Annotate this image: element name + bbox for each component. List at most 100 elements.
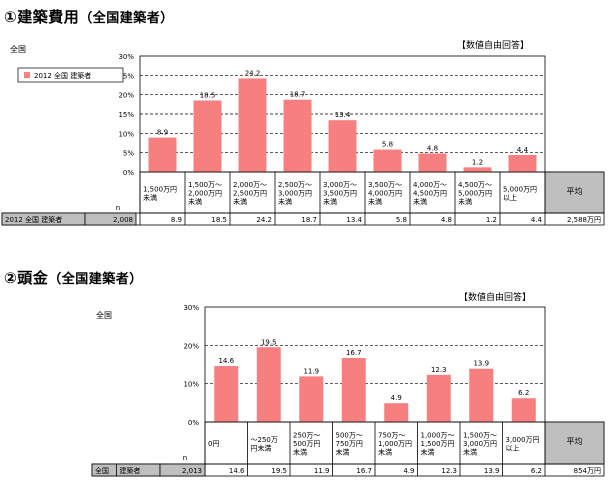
section2-title-sub: （全国建築者） bbox=[48, 272, 143, 287]
chart2-n-cell bbox=[159, 463, 206, 477]
section1-region-label: 全国 bbox=[10, 45, 26, 54]
chart1-value-label: 18.5 bbox=[200, 91, 216, 99]
chart1-bar bbox=[373, 149, 402, 172]
chart2-row-label-2: 建築者 bbox=[119, 466, 140, 475]
chart1-legend-label: 2012 全国 建築者 bbox=[34, 71, 91, 80]
chart2-category-label: 750万～ 1,000万円未満 bbox=[378, 432, 412, 457]
chart1-row-value: 4.4 bbox=[531, 216, 543, 224]
chart1-category-label: 2,000万～ 2,500万円未満 bbox=[233, 181, 267, 206]
section2-note: 【数値自由回答】 bbox=[459, 293, 532, 303]
chart2-bar bbox=[214, 366, 239, 422]
chart2-row-value: 6.2 bbox=[531, 467, 542, 475]
section1-title-main: ①建築費用 bbox=[4, 8, 80, 26]
chart1-bar bbox=[193, 100, 222, 172]
chart2-category-label: 500万～ 750万円未満 bbox=[336, 432, 363, 457]
chart1-n-value: 2,008 bbox=[113, 216, 133, 224]
chart1-legend-box bbox=[17, 67, 124, 83]
chart2-row-value: 11.9 bbox=[314, 467, 330, 475]
section2-title-main: ②頭金 bbox=[4, 269, 49, 287]
chart2-row-value: 19.5 bbox=[271, 467, 287, 475]
chart1-ytick-label: 20% bbox=[118, 92, 134, 100]
chart1-n-cell bbox=[84, 212, 137, 226]
chart2-category-label: 1,000万～ 1,500万円未満 bbox=[421, 432, 455, 457]
chart1-row-value: 1.2 bbox=[486, 216, 497, 224]
chart1-value-label: 5.8 bbox=[382, 141, 393, 149]
chart2-category-label: 250万～ 500万円未満 bbox=[293, 432, 320, 457]
chart2-row-value: 4.9 bbox=[403, 467, 414, 475]
chart2-plot-frame bbox=[204, 306, 546, 423]
chart1-bar bbox=[418, 153, 447, 172]
chart1-category-label: 5,000万円以上 bbox=[503, 185, 537, 202]
chart1-row-value: 5.8 bbox=[396, 216, 407, 224]
chart2-value-label: 14.6 bbox=[218, 357, 234, 365]
chart2-category-label: ～250万円未満 bbox=[251, 436, 278, 453]
chart2-bar bbox=[511, 398, 536, 422]
chart2-value-label: 16.7 bbox=[346, 349, 362, 357]
chart1-ytick-label: 25% bbox=[118, 72, 134, 80]
chart1-ytick-label: 30% bbox=[118, 53, 134, 61]
chart1-value-label: 4.8 bbox=[427, 144, 438, 152]
chart1-bar bbox=[508, 154, 537, 172]
section1-title-sub: （全国建築者） bbox=[79, 11, 174, 26]
chart2-avg-header: 平均 bbox=[567, 436, 583, 446]
section2-title: ②頭金（全国建築者） bbox=[4, 267, 143, 288]
chart1-category-label: 2,500万～ 3,000万円未満 bbox=[278, 181, 312, 206]
chart1-category-label: 4,000万～ 4,500万円未満 bbox=[413, 181, 447, 206]
section2-region-label: 全国 bbox=[96, 311, 112, 320]
chart1-row-value: 8.9 bbox=[171, 216, 182, 224]
chart2-bar bbox=[469, 368, 494, 422]
chart1-row-value: 18.7 bbox=[301, 216, 317, 224]
chart1-row-label: 2012 全国 建築者 bbox=[5, 215, 62, 224]
chart1-ytick-label: 0% bbox=[123, 169, 134, 177]
chart2-ytick-label: 30% bbox=[183, 304, 199, 312]
chart1-value-label: 13.4 bbox=[335, 111, 351, 119]
chart1-category-label: 3,500万～ 4,000万円未満 bbox=[368, 181, 402, 206]
chart1-value-label: 8.9 bbox=[157, 129, 168, 137]
chart2-ytick-label: 10% bbox=[183, 381, 199, 389]
chart1-bar bbox=[148, 137, 177, 172]
chart2-row-value: 16.7 bbox=[356, 467, 372, 475]
chart1-category-label: 1,500万円未満 bbox=[143, 185, 177, 202]
chart2-avg-value: 854万円 bbox=[574, 467, 601, 475]
chart1-category-label: 1,500万～ 2,000万円未満 bbox=[188, 181, 222, 206]
chart1-ytick-label: 10% bbox=[118, 130, 134, 138]
chart1-ytick-label: 5% bbox=[123, 150, 134, 158]
chart1-avg-header: 平均 bbox=[567, 186, 583, 196]
chart2-bar bbox=[426, 374, 451, 422]
chart1-category-label: 3,000万～ 3,500万円未満 bbox=[323, 181, 357, 206]
chart2-value-label: 12.3 bbox=[431, 366, 447, 374]
chart2-bar bbox=[384, 403, 409, 422]
chart2-value-label: 19.5 bbox=[261, 338, 277, 346]
chart2-bar bbox=[256, 347, 281, 422]
chart1-value-label: 24.2 bbox=[245, 69, 261, 77]
chart2-row-value: 14.6 bbox=[229, 467, 245, 475]
section1-title: ①建築費用（全国建築者） bbox=[4, 6, 174, 27]
chart2-category-label: 0円 bbox=[208, 440, 219, 448]
chart1-row-value: 24.2 bbox=[256, 216, 272, 224]
chart1-bar bbox=[463, 167, 492, 172]
chart2-bar bbox=[341, 357, 366, 422]
chart2-row-value: 13.9 bbox=[484, 467, 500, 475]
chart2-ytick-label: 0% bbox=[188, 419, 199, 427]
chart2-category-label: 1,500万～ 3,000万円未満 bbox=[463, 432, 497, 457]
chart2-n-value: 2,013 bbox=[182, 467, 202, 475]
chart1-ytick-label: 15% bbox=[118, 111, 134, 119]
chart1-n-label: n bbox=[116, 204, 120, 212]
chart2-value-label: 4.9 bbox=[391, 394, 402, 402]
chart1-row-value: 4.8 bbox=[441, 216, 452, 224]
chart2-category-label: 3,000万円以上 bbox=[506, 436, 540, 453]
chart2-ytick-label: 20% bbox=[183, 342, 199, 350]
chart2-row-label: 全国 bbox=[95, 466, 109, 475]
chart2-row-value: 12.3 bbox=[441, 467, 457, 475]
chart1-bar bbox=[238, 78, 267, 172]
chart1-value-label: 4.4 bbox=[517, 146, 529, 154]
chart1-category-label: 4,500万～ 5,000万円未満 bbox=[458, 181, 492, 206]
chart2-value-label: 13.9 bbox=[473, 360, 489, 368]
chart2-bar bbox=[299, 376, 324, 422]
chart1-row-value: 13.4 bbox=[346, 216, 362, 224]
chart2-n-label: n bbox=[183, 454, 187, 462]
section1-note: 【数値自由回答】 bbox=[457, 41, 530, 51]
chart1-bar bbox=[328, 120, 357, 172]
chart1-value-label: 18.7 bbox=[290, 91, 306, 99]
